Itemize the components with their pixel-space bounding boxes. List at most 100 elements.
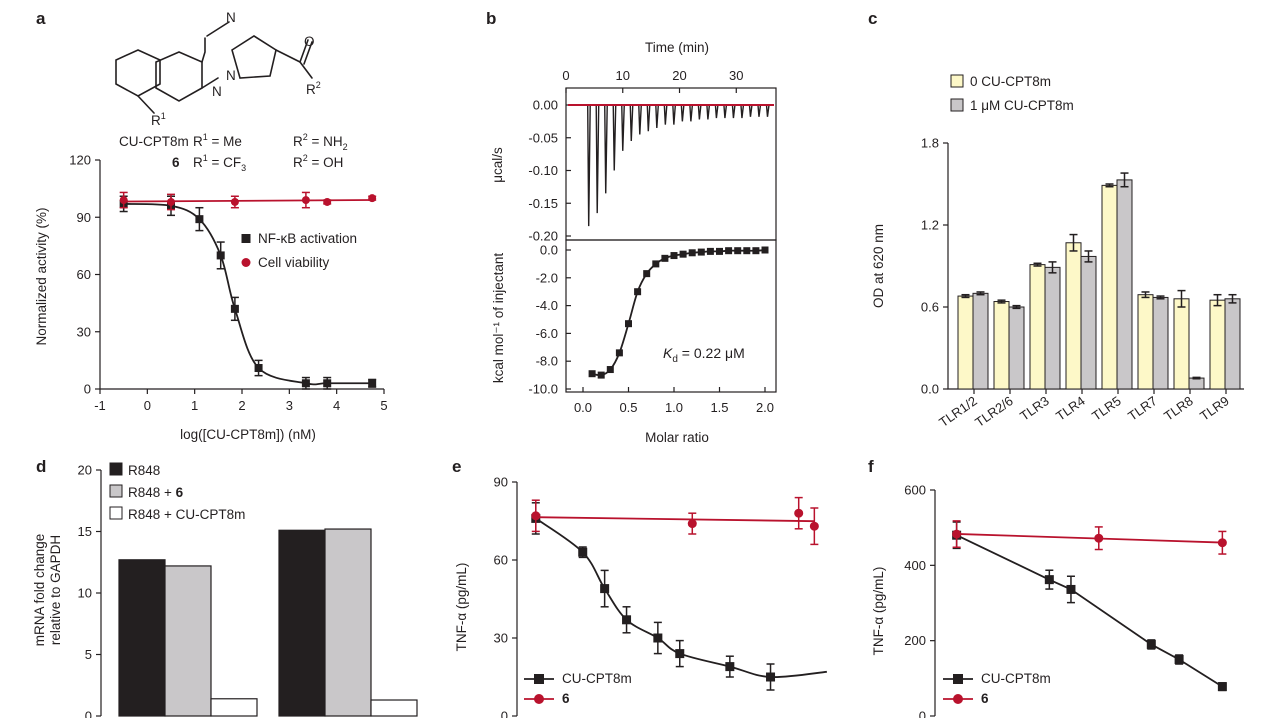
data-point <box>653 633 663 643</box>
y-tick-label: 30 <box>77 324 91 339</box>
y-tick-label: 120 <box>69 153 91 168</box>
structure-bond <box>201 37 206 63</box>
x-tick-label: 2 <box>238 398 245 413</box>
data-point <box>743 247 751 255</box>
x-axis-title: Molar ratio <box>645 430 709 445</box>
panel-d-plot: 0 5 10 15 20 R848 R848 + 6 R848 + CU-CPT8m <box>78 462 418 718</box>
y-tick-label: 400 <box>904 558 926 573</box>
x-tick-label: 4 <box>333 398 340 413</box>
bar <box>324 528 372 717</box>
bar <box>1224 298 1241 390</box>
y-tick-label: 0.6 <box>921 300 939 315</box>
legend-marker <box>534 674 544 684</box>
data-point <box>794 508 804 518</box>
legend-marker <box>241 258 251 267</box>
panel-b-top-plot: 0 10 20 30 Time (min) 0.00 -0.05 -0.10 -0.15 -0.2… <box>490 40 777 244</box>
structure-bond <box>299 39 309 63</box>
x-tick-label: TLR1/2 <box>936 393 980 430</box>
data-point <box>597 371 605 379</box>
x-tick-label: TLR9 <box>1197 393 1232 424</box>
bar <box>1029 264 1046 390</box>
legend-marker <box>953 674 963 684</box>
bar <box>210 698 258 717</box>
y-axis-title: kcal mol⁻¹ of injectant <box>491 253 506 383</box>
structure-phenyl-ring <box>115 49 161 97</box>
data-point <box>254 364 263 373</box>
series-fit-line <box>535 516 815 523</box>
data-point <box>622 615 632 625</box>
x-tick-label: TLR4 <box>1053 393 1088 424</box>
data-point <box>1094 533 1104 543</box>
atom-r1: R1 <box>151 111 166 128</box>
panel-e-letter: e <box>452 457 461 476</box>
x-tick-label: 0.5 <box>619 400 637 415</box>
y-tick-label: -4.0 <box>536 298 558 313</box>
bar <box>1173 298 1190 390</box>
data-point <box>216 251 225 260</box>
y-axis-title: TNF-α (pg/mL) <box>454 563 469 652</box>
data-point <box>687 519 697 529</box>
thermogram-trace <box>570 104 772 227</box>
data-point <box>578 547 588 557</box>
bar <box>1209 299 1226 390</box>
bar <box>370 699 418 717</box>
data-point <box>634 288 642 296</box>
data-point <box>625 320 632 328</box>
panel-c-letter: c <box>868 9 877 28</box>
x-axis-title: log([CU-CPT8m]) (nM) <box>180 427 316 442</box>
x-tick-label: TLR8 <box>1161 393 1196 424</box>
x-tick-label: -1 <box>94 398 106 413</box>
panel-e-plot: 0 30 60 90 TNF-α (pg/mL) CU-CPT8m 6 <box>454 475 827 718</box>
data-point <box>531 511 541 521</box>
panel-f-plot: 0 200 400 600 TNF-α (pg/mL) CU-CPT8m 6 <box>871 483 1227 718</box>
atom-n-top: N <box>226 10 236 25</box>
structure-pyrazole-ring <box>231 35 277 79</box>
y-axis-title: TNF-α (pg/mL) <box>871 567 886 656</box>
series-line <box>956 534 1223 688</box>
data-point <box>725 247 733 255</box>
x-axis-title: Time (min) <box>645 40 709 55</box>
data-point <box>734 247 742 255</box>
y-tick-label: 200 <box>904 633 926 648</box>
legend-swatch <box>950 74 964 88</box>
x-tick-label: 1 <box>191 398 198 413</box>
compound-row-2: 6 R1 = CF3 R2 = OH <box>172 153 343 173</box>
bar <box>118 559 166 717</box>
data-point <box>688 249 696 257</box>
panel-d-ylabel-line1: mRNA fold change <box>32 534 47 647</box>
legend-swatch <box>109 462 123 476</box>
legend-swatch <box>109 484 123 498</box>
legend-label: R848 <box>128 463 160 478</box>
legend-label: 1 μM CU-CPT8m <box>970 98 1074 113</box>
y-tick-label: 60 <box>494 553 508 568</box>
data-point <box>1217 538 1227 548</box>
data-point <box>323 379 332 388</box>
legend-label: R848 + CU-CPT8m <box>128 507 245 522</box>
x-tick-label: 10 <box>616 68 630 83</box>
bar <box>1044 266 1061 390</box>
bar <box>1065 242 1082 390</box>
bar <box>1116 179 1133 390</box>
y-tick-label: -0.20 <box>528 229 558 244</box>
legend-label: CU-CPT8m <box>981 671 1051 686</box>
bar <box>1080 255 1097 390</box>
compound-row-1: CU-CPT8m R1 = Me R2 = NH2 <box>119 132 348 152</box>
series-fit-line <box>123 199 373 203</box>
data-point <box>230 197 239 206</box>
data-point <box>679 250 687 258</box>
y-tick-label: 60 <box>77 267 91 282</box>
x-tick-label: 0 <box>144 398 151 413</box>
data-point <box>606 366 614 374</box>
legend-marker <box>534 694 544 704</box>
x-tick-label: TLR7 <box>1125 393 1160 424</box>
y-axis-title: OD at 620 nm <box>871 224 886 308</box>
legend-label: R848 + 6 <box>128 485 184 500</box>
data-point <box>119 196 128 205</box>
data-point <box>675 649 685 659</box>
x-tick-label: 5 <box>380 398 387 413</box>
data-point <box>952 529 962 539</box>
y-tick-label: 0 <box>85 709 92 718</box>
kd-annotation: Kd = 0.22 μM <box>663 345 745 365</box>
legend-swatch <box>109 506 123 520</box>
